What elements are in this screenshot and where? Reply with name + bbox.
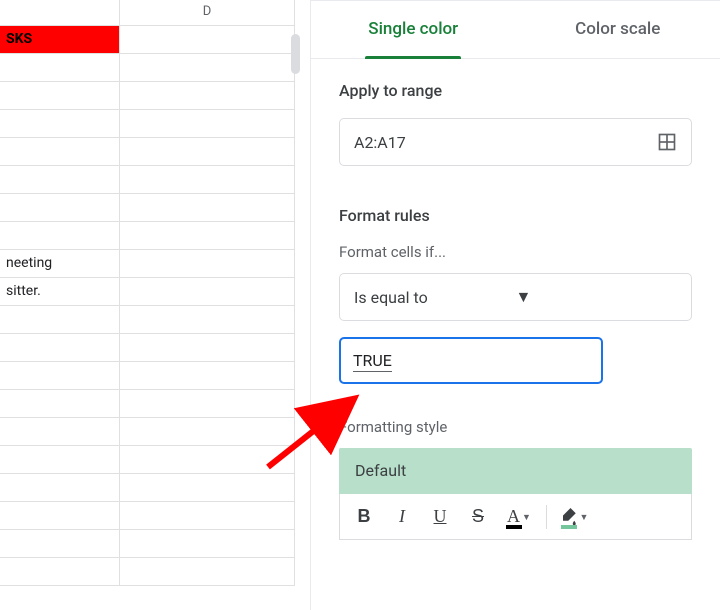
paint-bucket-icon — [560, 508, 578, 526]
cell[interactable] — [120, 82, 295, 110]
select-range-icon[interactable] — [657, 132, 677, 152]
cell[interactable] — [120, 194, 295, 222]
cell[interactable] — [120, 26, 295, 54]
table-row — [0, 222, 300, 250]
table-row — [0, 418, 300, 446]
cell[interactable] — [0, 306, 120, 334]
condition-value-text: TRUE — [353, 339, 392, 372]
col-header-d[interactable]: D — [120, 0, 295, 26]
cell[interactable] — [0, 54, 120, 82]
cell[interactable] — [0, 418, 120, 446]
table-row — [0, 54, 300, 82]
cell[interactable] — [120, 390, 295, 418]
condition-dropdown[interactable]: Is equal to ▼ — [339, 273, 692, 321]
cell[interactable] — [120, 558, 295, 586]
cell[interactable] — [0, 110, 120, 138]
bold-button[interactable]: B — [346, 501, 382, 533]
table-row — [0, 390, 300, 418]
table-row — [0, 558, 300, 586]
cell[interactable]: SKS — [0, 26, 120, 54]
cell[interactable] — [0, 390, 120, 418]
style-preview[interactable]: Default — [339, 448, 692, 494]
table-row — [0, 306, 300, 334]
chevron-down-icon: ▼ — [580, 512, 589, 522]
format-rules-label: Format rules — [339, 206, 692, 225]
cell[interactable] — [120, 222, 295, 250]
table-row — [0, 166, 300, 194]
col-header-c[interactable] — [0, 0, 120, 26]
table-row: SKS — [0, 26, 300, 54]
condition-value: Is equal to — [354, 288, 516, 307]
apply-range-label: Apply to range — [339, 81, 692, 100]
cell[interactable] — [120, 362, 295, 390]
cell[interactable] — [0, 502, 120, 530]
table-row — [0, 334, 300, 362]
cell[interactable] — [0, 530, 120, 558]
fill-color-button[interactable]: ▼ — [553, 501, 595, 533]
spreadsheet-area: D SKS neetingsitter. — [0, 0, 300, 610]
chevron-down-icon: ▼ — [516, 287, 678, 307]
cell[interactable] — [0, 166, 120, 194]
cell[interactable] — [0, 222, 120, 250]
table-row: sitter. — [0, 278, 300, 306]
chevron-down-icon: ▼ — [522, 512, 531, 522]
cell[interactable] — [0, 138, 120, 166]
text-color-swatch — [506, 525, 522, 529]
table-row — [0, 194, 300, 222]
cell[interactable] — [120, 278, 295, 306]
cell[interactable] — [120, 334, 295, 362]
table-row — [0, 502, 300, 530]
cell[interactable] — [0, 334, 120, 362]
cell[interactable]: sitter. — [0, 278, 120, 306]
table-row — [0, 82, 300, 110]
cell[interactable] — [120, 250, 295, 278]
table-row: neeting — [0, 250, 300, 278]
strikethrough-button[interactable]: S — [460, 501, 496, 533]
format-tabs: Single color Color scale — [311, 1, 720, 59]
table-row — [0, 474, 300, 502]
cell[interactable] — [120, 138, 295, 166]
underline-button[interactable]: U — [422, 501, 458, 533]
scrollbar-thumb[interactable] — [291, 34, 300, 74]
cell[interactable] — [120, 474, 295, 502]
cell[interactable] — [120, 54, 295, 82]
cell[interactable] — [120, 530, 295, 558]
style-toolbar: B I U S A ▼ ▼ — [339, 494, 692, 540]
cell[interactable] — [120, 306, 295, 334]
range-input[interactable]: A2:A17 — [339, 118, 692, 166]
table-row — [0, 138, 300, 166]
cell[interactable] — [120, 446, 295, 474]
table-row — [0, 530, 300, 558]
cell[interactable] — [0, 474, 120, 502]
conditional-format-sidebar: Single color Color scale Apply to range … — [310, 0, 720, 610]
tab-single-color[interactable]: Single color — [311, 1, 516, 58]
cell[interactable] — [120, 502, 295, 530]
cell[interactable]: neeting — [0, 250, 120, 278]
italic-button[interactable]: I — [384, 501, 420, 533]
cell[interactable] — [120, 110, 295, 138]
table-row — [0, 362, 300, 390]
cells-if-label: Format cells if... — [339, 243, 692, 261]
fill-color-swatch — [561, 525, 577, 529]
cell[interactable] — [0, 194, 120, 222]
cell[interactable] — [0, 446, 120, 474]
formatting-style-label: Formatting style — [339, 418, 692, 436]
text-color-button[interactable]: A ▼ — [498, 501, 540, 533]
cell[interactable] — [120, 166, 295, 194]
cell[interactable] — [0, 82, 120, 110]
cell[interactable] — [120, 418, 295, 446]
table-row — [0, 110, 300, 138]
cell[interactable] — [0, 362, 120, 390]
tab-color-scale[interactable]: Color scale — [516, 1, 720, 58]
range-value: A2:A17 — [354, 133, 657, 152]
cell[interactable] — [0, 558, 120, 586]
condition-value-input[interactable]: TRUE — [339, 337, 603, 384]
table-row — [0, 446, 300, 474]
toolbar-divider — [546, 505, 547, 529]
column-headers: D — [0, 0, 300, 26]
